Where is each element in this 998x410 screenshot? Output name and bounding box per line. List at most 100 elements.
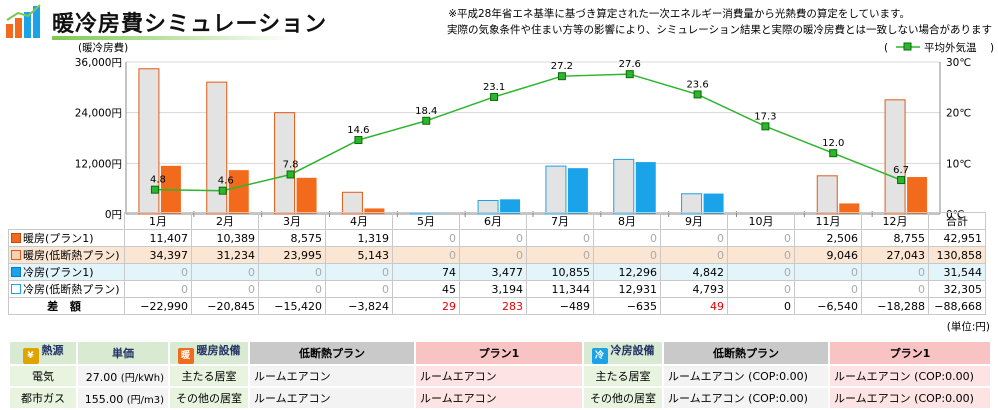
temperature-point	[491, 93, 498, 100]
table-cell: 45	[393, 281, 460, 298]
table-cell: 31,234	[192, 247, 259, 264]
temperature-label: 6.7	[893, 165, 909, 176]
month-header: 6月	[460, 213, 527, 230]
table-cell: 4,793	[661, 281, 728, 298]
y-axis-label: (暖冷房費)	[78, 41, 128, 54]
cooling-icon: 冷	[592, 348, 608, 364]
temperature-label: 12.0	[822, 138, 844, 149]
bar-low-insulation	[614, 159, 634, 214]
table-cell: 0	[259, 264, 326, 281]
table-cell: 23,995	[259, 247, 326, 264]
temperature-point	[423, 117, 430, 124]
table-cell: 0	[661, 230, 728, 247]
temperature-label: 18.4	[415, 106, 437, 117]
cool-other-room-label: その他の居室	[584, 388, 662, 408]
table-cell: 0	[125, 281, 192, 298]
table-cell: 0	[259, 281, 326, 298]
temperature-label: 23.1	[483, 82, 505, 93]
table-cell: 0	[393, 247, 460, 264]
legend-label: 平均外気温	[924, 41, 977, 54]
table-cell: 0	[862, 281, 929, 298]
table-cell: 9,046	[795, 247, 862, 264]
temperature-point	[219, 187, 226, 194]
month-header: 12月	[862, 213, 929, 230]
note-line-1: ※平成28年省エネ基準に基づき算定された一次エネルギー消費量から光熱費の算定をし…	[448, 6, 910, 21]
temperature-point	[898, 177, 905, 184]
y-tick-label: 36,000円	[75, 57, 122, 69]
table-cell: −3,824	[326, 298, 393, 315]
legend-bracket-open: (	[884, 42, 888, 54]
total-cell: 31,544	[929, 264, 986, 281]
month-header: 9月	[661, 213, 728, 230]
row-label: 冷房(低断熱プラン)	[9, 281, 125, 298]
cooling-header: 冷冷房設備	[584, 342, 662, 364]
cool-main-room-label: 主たる居室	[584, 366, 662, 386]
table-cell: −6,540	[795, 298, 862, 315]
unit-label: (単位:円)	[947, 319, 990, 334]
table-cell: 11,407	[125, 230, 192, 247]
heat-low-main: ルームエアコン	[250, 366, 414, 386]
bar-plan1	[297, 178, 317, 214]
table-cell: 0	[393, 230, 460, 247]
table-cell: 0	[728, 298, 795, 315]
cooling-header-label: 冷房設備	[611, 344, 655, 357]
total-cell: 32,305	[929, 281, 986, 298]
table-cell: 0	[728, 264, 795, 281]
legend-marker	[904, 43, 911, 50]
yen-icon: ¥	[23, 348, 39, 364]
header: 暖冷房費シミュレーション ※平成28年省エネ基準に基づき算定された一次エネルギー…	[0, 0, 998, 42]
table-cell: 12,931	[594, 281, 661, 298]
electric-price-unit: (円/kWh)	[121, 373, 164, 384]
table-cell: 0	[326, 281, 393, 298]
table-cell: −635	[594, 298, 661, 315]
cool-p1-other: ルームエアコン (COP:0.00)	[830, 388, 990, 408]
cool-low-other: ルームエアコン (COP:0.00)	[664, 388, 828, 408]
table-cell: 10,855	[527, 264, 594, 281]
temperature-label: 14.6	[347, 125, 369, 136]
temperature-point	[151, 186, 158, 193]
heating-header-label: 暖房設備	[197, 344, 241, 357]
table-cell: 29	[393, 298, 460, 315]
row-label: 暖房(プラン1)	[9, 230, 125, 247]
month-header: 4月	[326, 213, 393, 230]
heating-icon: 暖	[178, 348, 194, 364]
temperature-point	[762, 123, 769, 130]
table-cell: 8,755	[862, 230, 929, 247]
temperature-point	[830, 150, 837, 157]
table-cell: 0	[192, 264, 259, 281]
cool-low-header: 低断熱プラン	[664, 342, 828, 364]
temperature-point	[558, 73, 565, 80]
table-cell: 3,477	[460, 264, 527, 281]
temperature-label: 4.6	[218, 176, 234, 187]
table-cell: −489	[527, 298, 594, 315]
table-cell: 0	[125, 264, 192, 281]
month-header: 3月	[259, 213, 326, 230]
y-tick-label: 12,000円	[75, 158, 122, 170]
heat-p1-main: ルームエアコン	[416, 366, 582, 386]
table-cell: 49	[661, 298, 728, 315]
heat-plan1-header: プラン1	[416, 342, 582, 364]
bar-low-insulation	[682, 194, 702, 214]
bar-plan1	[907, 177, 927, 214]
row-label: 差 額	[9, 298, 125, 315]
settings-table: ¥熱源 単価 暖暖房設備 低断熱プラン プラン1 冷冷房設備 低断熱プラン プラ…	[8, 340, 992, 410]
table-cell: 4,842	[661, 264, 728, 281]
table-cell: 11,344	[527, 281, 594, 298]
cool-plan1-header: プラン1	[830, 342, 990, 364]
y2-tick-label: 20℃	[946, 108, 971, 120]
table-cell: 0	[326, 264, 393, 281]
table-cell: 1,319	[326, 230, 393, 247]
row-label: 冷房(プラン1)	[9, 264, 125, 281]
month-header: 5月	[393, 213, 460, 230]
bar-low-insulation	[342, 192, 362, 214]
energy-header-label: 熱源	[42, 344, 64, 357]
month-header: 7月	[527, 213, 594, 230]
table-cell: 10,389	[192, 230, 259, 247]
total-cell: 130,858	[929, 247, 986, 264]
bar-low-insulation	[546, 166, 566, 214]
table-cell: 0	[594, 247, 661, 264]
